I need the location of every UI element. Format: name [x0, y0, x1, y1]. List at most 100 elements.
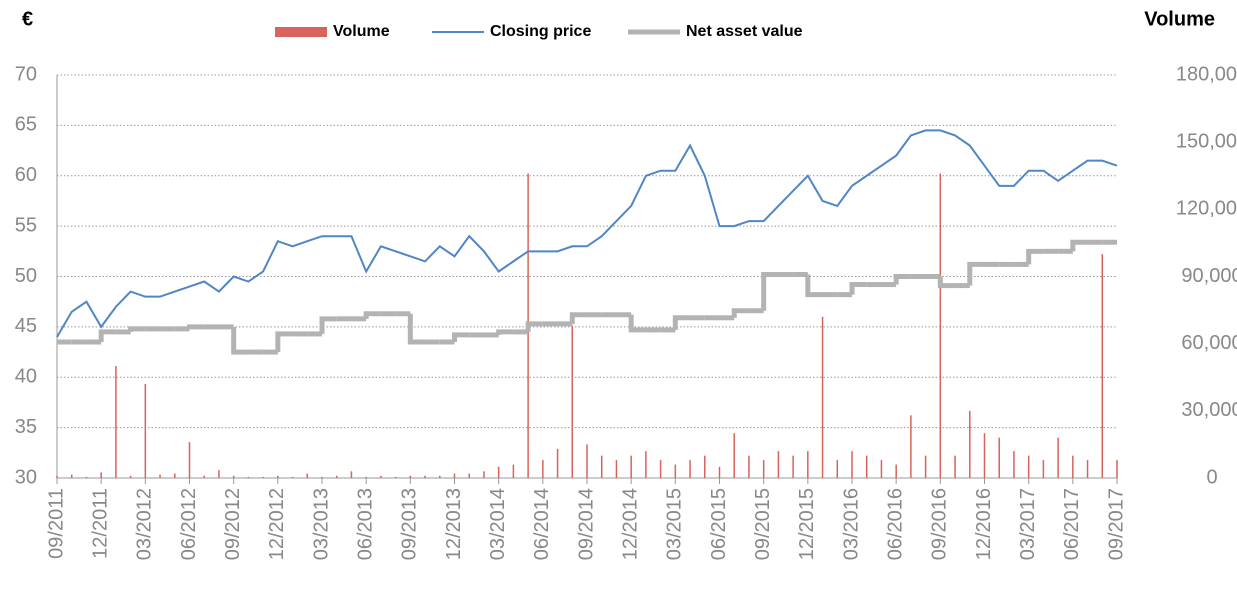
volume-bar: [600, 455, 603, 478]
nav-step: [275, 331, 293, 353]
volume-bar: [733, 433, 735, 478]
volume-bar: [365, 476, 367, 478]
volume-bar: [571, 325, 574, 478]
nav-step: [1070, 239, 1088, 252]
volume-bar: [998, 437, 1000, 478]
x-tick-label: 06/2014: [531, 488, 553, 560]
volume-bar: [453, 473, 456, 478]
volume-bar: [954, 455, 956, 478]
y-tick-label: 60: [15, 164, 37, 186]
volume-bar: [483, 471, 485, 478]
x-tick-label: 12/2012: [266, 488, 288, 560]
volume-bar: [851, 451, 853, 478]
y-tick-label: 65: [15, 114, 37, 136]
volume-bar: [615, 460, 618, 478]
x-tick-label: 06/2012: [178, 488, 200, 560]
x-tick-label: 09/2012: [222, 488, 244, 560]
legend-label: Net asset value: [686, 23, 803, 40]
volume-bar: [1013, 451, 1015, 478]
volume-bar: [174, 473, 176, 478]
volume-bar: [321, 476, 323, 478]
x-tick-label: 06/2016: [884, 488, 906, 560]
volume-bar: [144, 383, 147, 478]
y-axis-title: €: [22, 8, 33, 30]
y2-axis-title: Volume: [1144, 8, 1215, 30]
volume-bar: [645, 451, 647, 478]
nav-step: [319, 316, 337, 334]
y2-tick-label: 0: [1206, 466, 1217, 488]
volume-bar: [409, 475, 412, 478]
volume-bar: [630, 455, 632, 478]
x-tick-label: 03/2017: [1017, 488, 1039, 560]
legend-label: Closing price: [490, 23, 591, 40]
y-tick-label: 30: [15, 466, 37, 488]
volume-bar: [291, 476, 294, 478]
volume-bar: [512, 464, 515, 478]
nav-step: [628, 314, 646, 333]
nav-step: [569, 312, 587, 324]
nav-step: [967, 261, 985, 286]
volume-bar: [350, 471, 353, 478]
x-tick-label: 12/2016: [973, 488, 995, 560]
volume-bar: [247, 476, 250, 478]
volume-bar: [1072, 455, 1074, 478]
volume-bar: [232, 475, 235, 478]
y-tick-label: 35: [15, 416, 37, 438]
x-tick-label: 09/2013: [399, 488, 421, 560]
x-tick-label: 03/2013: [310, 488, 332, 560]
volume-bar: [792, 455, 794, 478]
y2-tick-label: 150,000: [1176, 130, 1237, 152]
y-tick-label: 45: [15, 315, 37, 337]
nav-step: [731, 308, 749, 318]
nav-step: [1026, 248, 1044, 265]
volume-bar: [880, 460, 883, 478]
y-tick-label: 50: [15, 265, 37, 287]
volume-bar: [704, 455, 706, 478]
nav-step: [672, 315, 691, 330]
nav-step: [452, 332, 470, 342]
volume-bar: [188, 442, 191, 478]
volume-bar: [821, 316, 824, 478]
volume-bar: [865, 455, 868, 478]
volume-bar: [497, 466, 500, 478]
legend-swatch: [275, 27, 327, 37]
volume-bar: [556, 448, 559, 478]
volume-bar: [910, 415, 912, 478]
volume-bar: [306, 473, 309, 478]
y2-tick-label: 90,000: [1181, 265, 1237, 287]
x-tick-label: 09/2014: [575, 488, 597, 560]
x-tick-label: 12/2014: [619, 488, 641, 560]
x-tick-label: 12/2011: [89, 488, 111, 559]
volume-bar: [1057, 437, 1059, 478]
volume-bar: [262, 476, 264, 478]
nav-step: [231, 326, 249, 355]
volume-bar: [542, 460, 544, 478]
nav-step: [407, 313, 426, 345]
x-tick-label: 06/2017: [1061, 488, 1083, 560]
volume-bar: [1116, 460, 1118, 478]
x-tick-label: 03/2014: [487, 488, 509, 560]
volume-bar: [777, 451, 780, 478]
nav-step: [187, 324, 205, 330]
volume-bar: [659, 460, 662, 478]
volume-bar: [468, 473, 470, 478]
volume-bar: [115, 366, 117, 478]
x-tick-label: 03/2012: [134, 488, 156, 560]
nav-step: [937, 276, 956, 289]
volume-bar: [1042, 460, 1045, 478]
nav-step: [849, 282, 867, 295]
volume-bar: [129, 475, 132, 478]
y-tick-label: 55: [15, 214, 37, 236]
volume-bar: [689, 460, 691, 478]
volume-bar: [969, 410, 971, 478]
y-tick-label: 40: [15, 366, 37, 388]
volume-bar: [983, 433, 986, 478]
volume-bar: [335, 475, 338, 478]
y2-tick-label: 180,000: [1176, 63, 1237, 85]
nav-step: [496, 329, 514, 335]
y2-tick-label: 60,000: [1181, 332, 1237, 354]
nav-step: [893, 274, 911, 285]
legend-label: Volume: [333, 23, 390, 40]
y2-tick-label: 120,000: [1176, 198, 1237, 220]
y-tick-label: 70: [15, 63, 37, 85]
